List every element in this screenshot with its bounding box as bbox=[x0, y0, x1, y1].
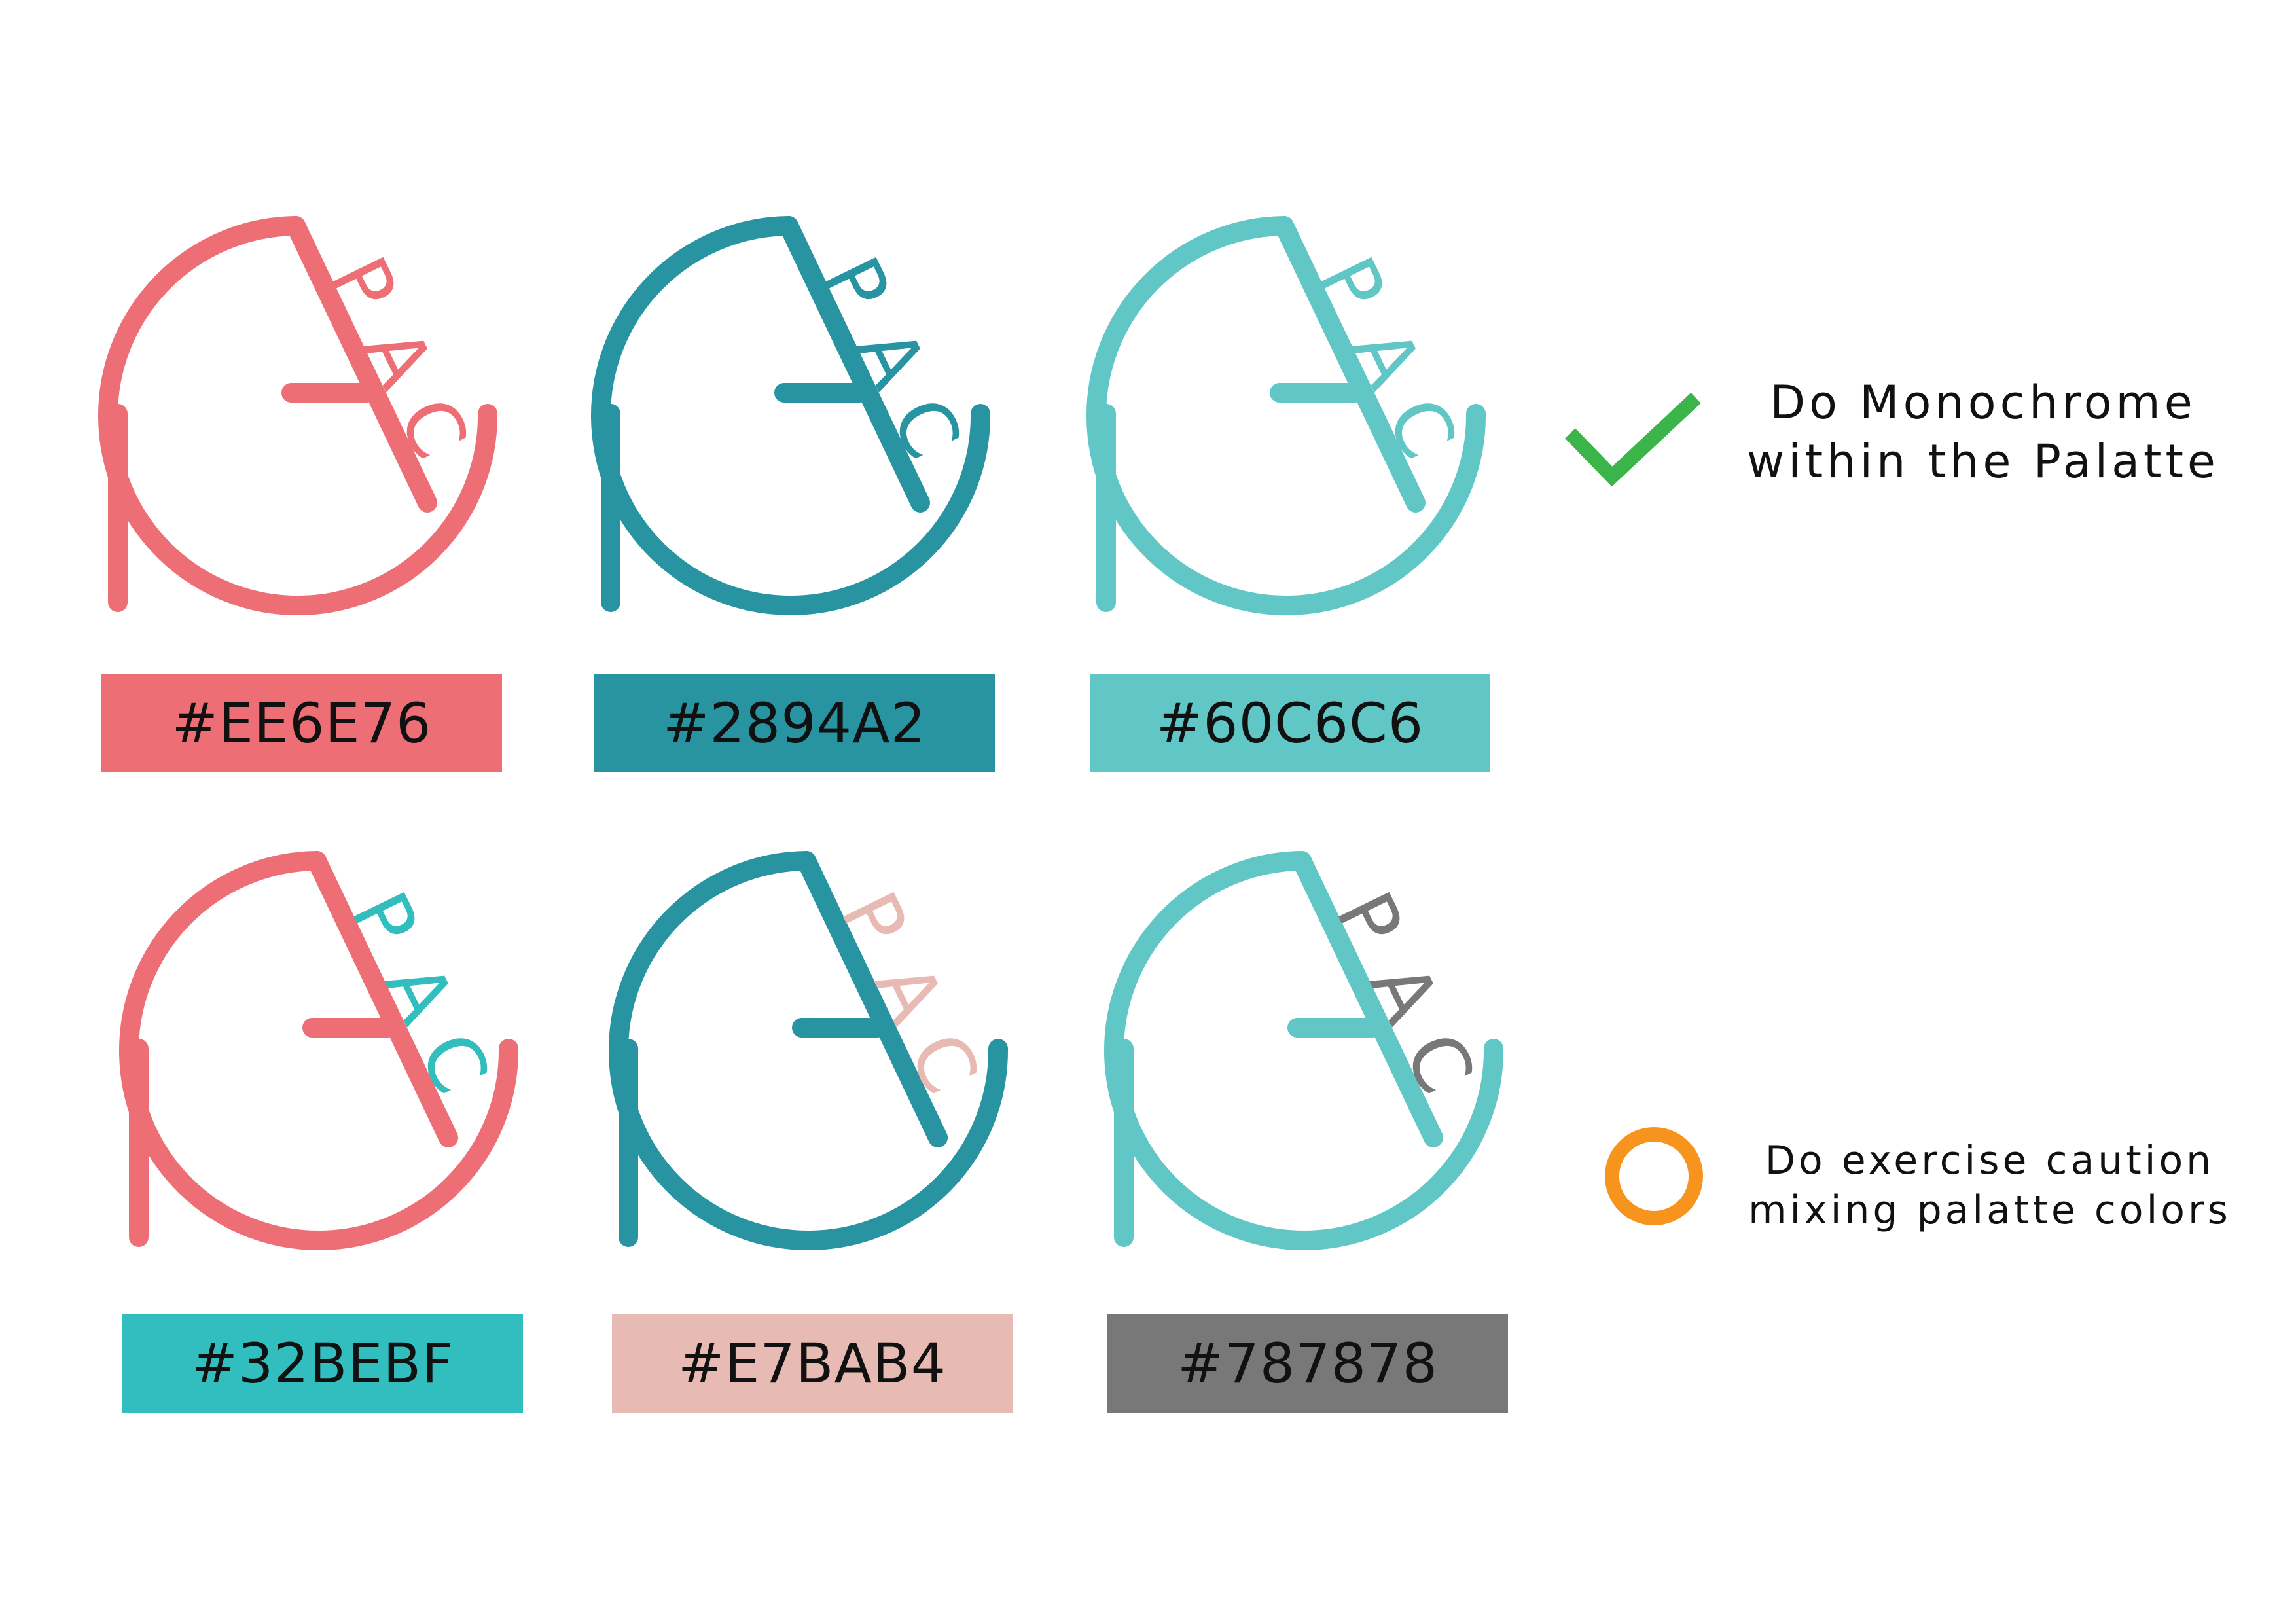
color-swatch: #60C6C6 bbox=[1090, 674, 1490, 772]
color-swatch: #32BEBF bbox=[122, 1314, 523, 1413]
pac-logo-mark: P A C bbox=[98, 216, 498, 615]
logo-diagonal bbox=[286, 216, 437, 513]
caution-line-1: Do exercise caution bbox=[1765, 1138, 2215, 1183]
logo-variant-coral: P A C #EE6E76 bbox=[98, 216, 520, 884]
guideline-line-2: within the Palatte bbox=[1747, 435, 2219, 488]
logo-variant-teal: P A C #2894A2 bbox=[591, 216, 1013, 884]
color-swatch: #787878 bbox=[1107, 1314, 1508, 1413]
pac-logo-mark: P A C bbox=[1104, 851, 1504, 1250]
logo-ring bbox=[609, 851, 1009, 1250]
logo-letter-p: P bbox=[823, 878, 925, 960]
guideline-line-1: Do Monochrome bbox=[1770, 376, 2197, 429]
logo-ring bbox=[98, 216, 498, 615]
logo-diagonal bbox=[779, 216, 930, 513]
monochrome-guideline-text: Do Monochrome within the Palatte bbox=[1702, 373, 2265, 491]
logo-ring bbox=[1104, 851, 1504, 1250]
logo-letter-p: P bbox=[334, 878, 435, 960]
caution-guideline-text: Do exercise caution mixing palatte color… bbox=[1715, 1136, 2265, 1235]
logo-variant-aqua-gray: P A C #787878 bbox=[1104, 851, 1526, 1519]
logo-letter-p: P bbox=[313, 244, 414, 325]
logo-letter-p: P bbox=[1301, 244, 1403, 325]
pac-logo-mark: P A C bbox=[609, 851, 1009, 1250]
logo-variant-aqua: P A C #60C6C6 bbox=[1086, 216, 1509, 884]
pac-logo-mark: P A C bbox=[1086, 216, 1486, 615]
logo-ring bbox=[591, 216, 991, 615]
logo-letter-p: P bbox=[1319, 878, 1420, 960]
logo-diagonal bbox=[797, 851, 948, 1147]
logo-ring bbox=[1086, 216, 1486, 615]
logo-diagonal bbox=[1274, 216, 1426, 513]
logo-variant-coral-turquoise: P A C #32BEBF bbox=[119, 851, 541, 1519]
color-swatch: #EE6E76 bbox=[101, 674, 502, 772]
logo-ring bbox=[119, 851, 519, 1250]
logo-letter-p: P bbox=[806, 244, 907, 325]
check-icon bbox=[1565, 392, 1701, 487]
color-swatch: #2894A2 bbox=[594, 674, 995, 772]
logo-diagonal bbox=[1292, 851, 1443, 1147]
logo-variant-teal-blush: P A C #E7BAB4 bbox=[609, 851, 1031, 1519]
caution-line-2: mixing palatte colors bbox=[1748, 1187, 2231, 1233]
color-swatch: #E7BAB4 bbox=[612, 1314, 1013, 1413]
logo-diagonal bbox=[307, 851, 458, 1147]
circle-icon bbox=[1605, 1127, 1703, 1225]
pac-logo-mark: P A C bbox=[591, 216, 991, 615]
pac-logo-mark: P A C bbox=[119, 851, 519, 1250]
